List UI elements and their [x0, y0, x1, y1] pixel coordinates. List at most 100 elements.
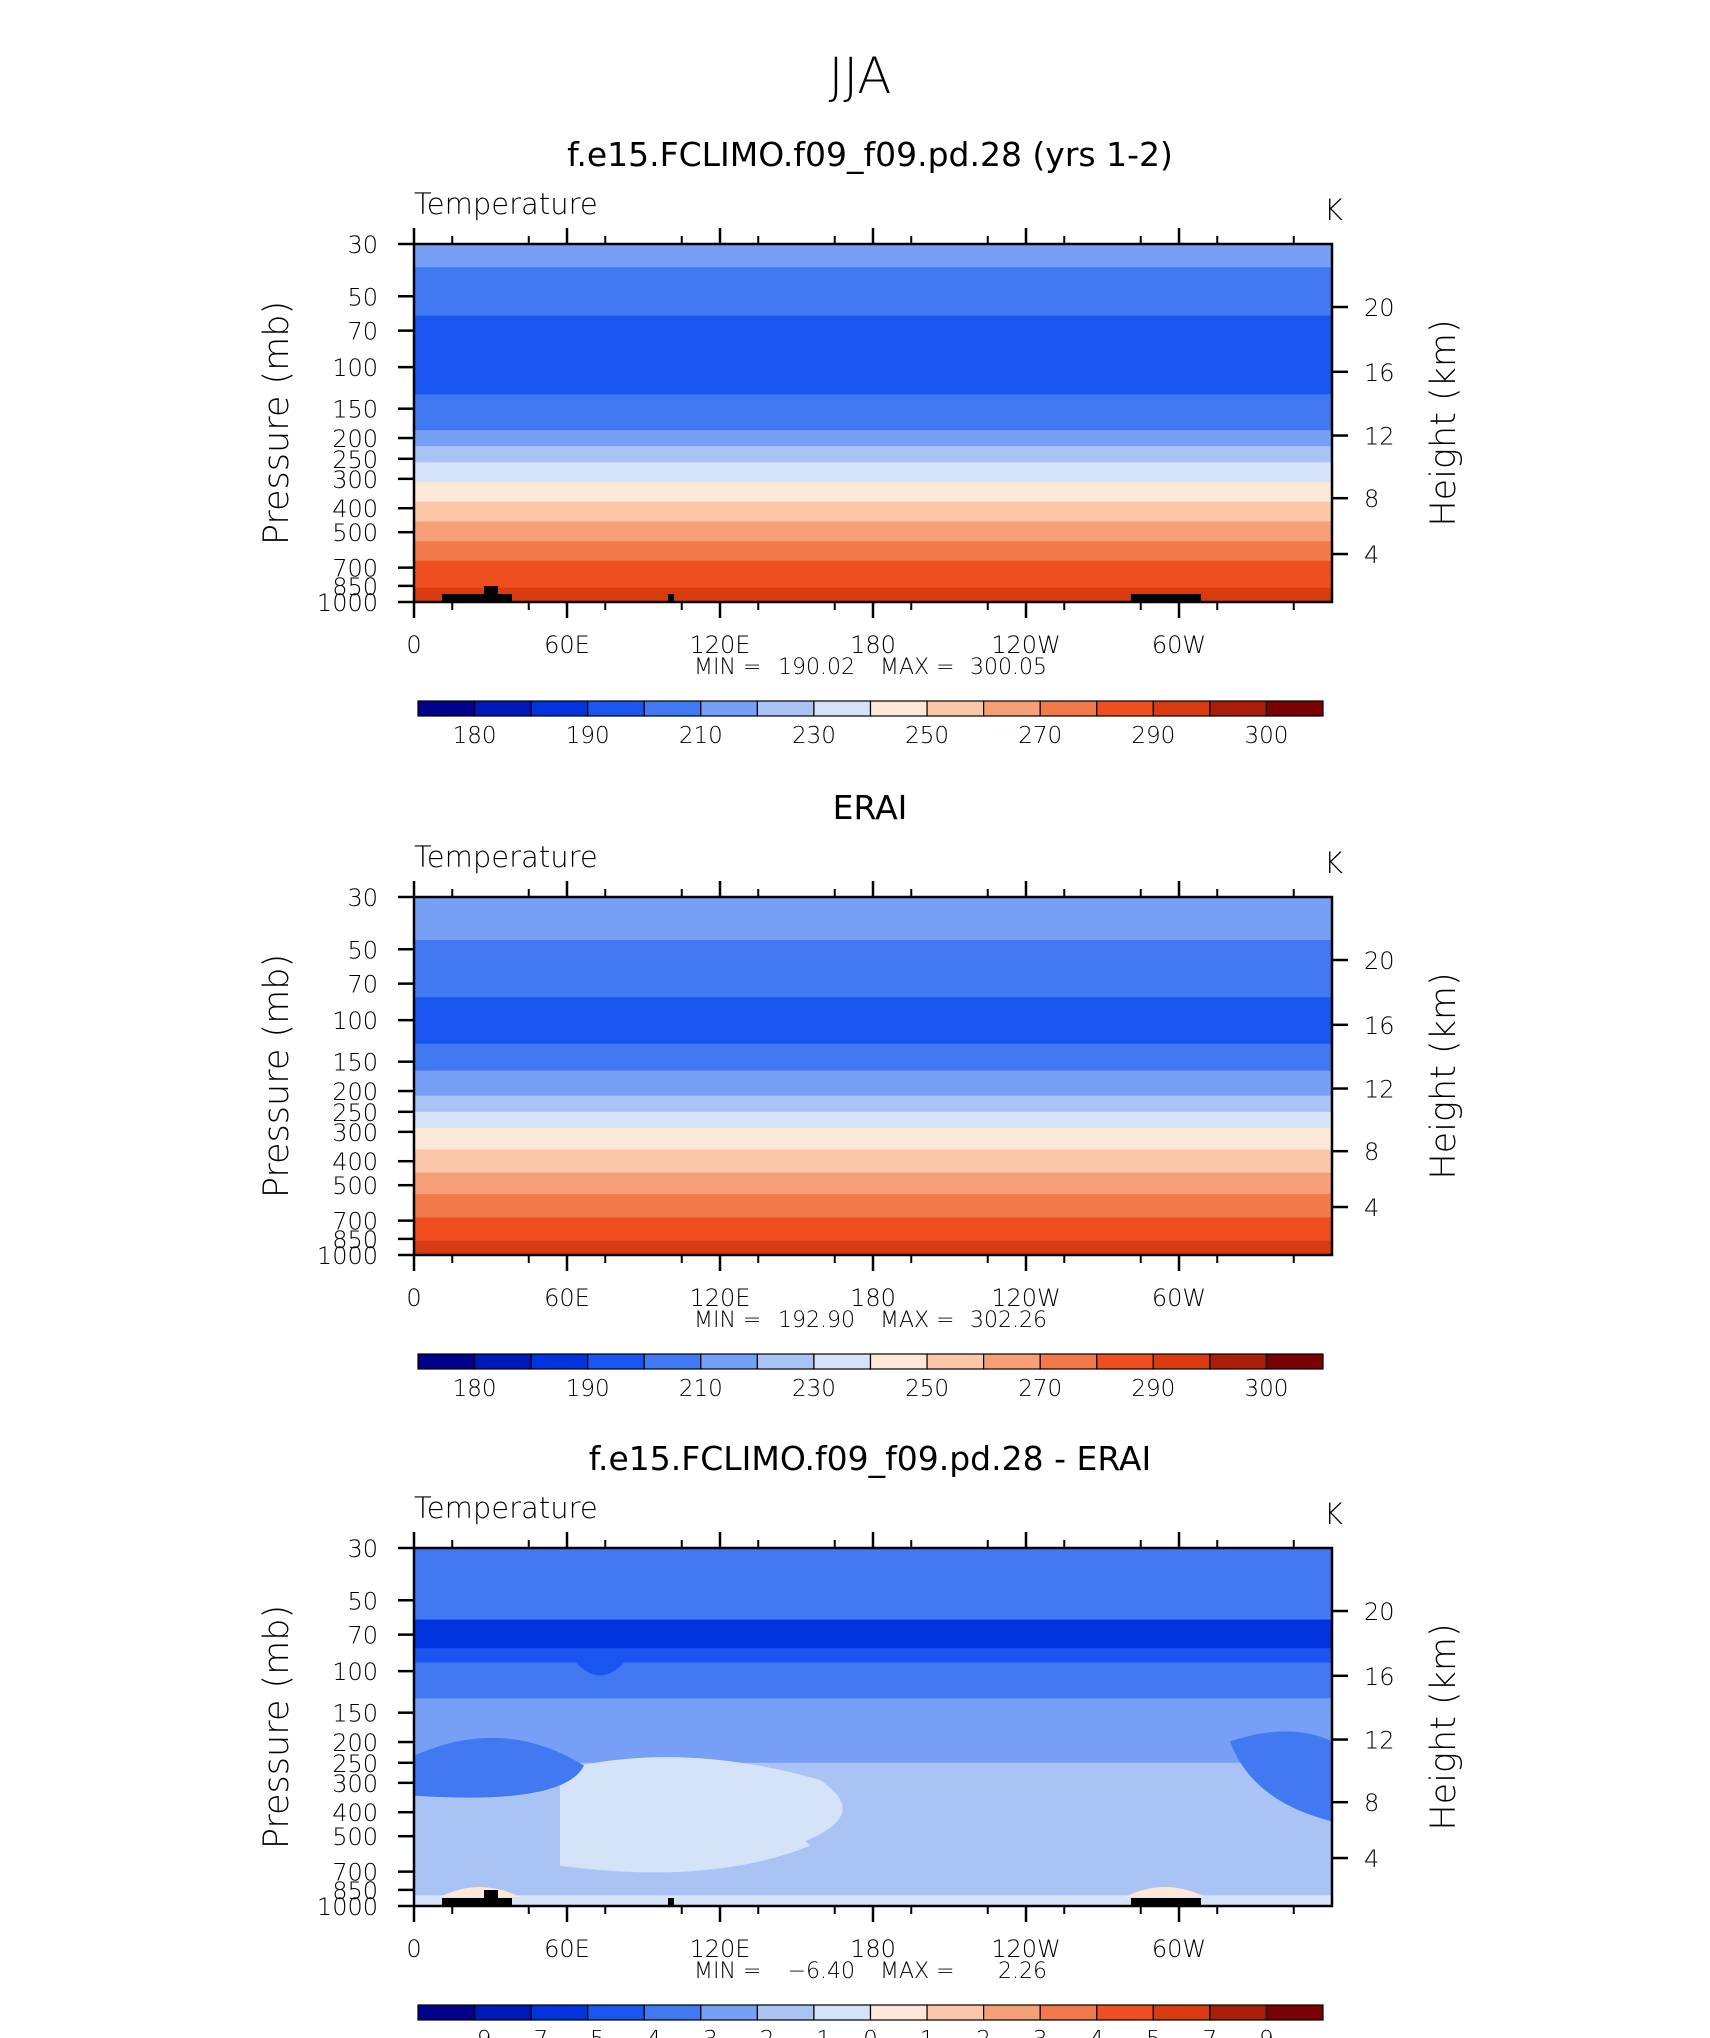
y2-tick-label: 20: [1364, 947, 1395, 975]
topography: [1131, 594, 1201, 602]
y2-axis-label: Height (km): [1424, 319, 1464, 526]
y-tick-label: 700: [332, 555, 378, 583]
colorbar-label: 250: [905, 723, 949, 749]
colorbar-label: −5: [571, 2027, 605, 2038]
y-tick-label: 150: [332, 1700, 378, 1728]
panel-title: ERAI: [833, 788, 908, 827]
y-tick-label: 700: [332, 1208, 378, 1236]
y-tick-label: 100: [332, 354, 378, 382]
contour-region: [1230, 1731, 1332, 1822]
colorbar-swatch: [1265, 700, 1324, 717]
y2-axis-label: Height (km): [1424, 972, 1464, 1179]
y2-tick-label: 16: [1364, 1663, 1395, 1691]
colorbar-swatch: [1209, 1353, 1268, 1370]
y-tick-label: 30: [347, 1535, 378, 1563]
colorbar-label: 2: [976, 2027, 991, 2038]
contour-band: [414, 1111, 1332, 1129]
y-tick-label: 700: [332, 1859, 378, 1887]
contour-band: [414, 541, 1332, 562]
min-label: MIN =: [694, 1308, 761, 1333]
y-tick-label: 50: [347, 936, 378, 964]
contour-band: [414, 482, 1332, 503]
contour-band: [414, 315, 1332, 395]
contour-band: [414, 1648, 1332, 1664]
contour-band: [414, 939, 1332, 998]
colorbar-label: 230: [792, 723, 836, 749]
colorbar-swatch: [1039, 2004, 1098, 2021]
contour-band: [414, 1172, 1332, 1195]
contour-band: [414, 1043, 1332, 1072]
y-axis-label: Pressure (mb): [257, 1605, 297, 1849]
contour-band: [414, 997, 1332, 1045]
y2-tick-label: 8: [1364, 1789, 1379, 1817]
colorbar-swatch: [869, 1353, 928, 1370]
contour-band: [414, 446, 1332, 463]
x-tick-label: 60W: [1152, 1284, 1206, 1312]
y2-tick-label: 8: [1364, 1138, 1379, 1166]
topography: [442, 594, 512, 602]
colorbar-label: 3: [1033, 2027, 1048, 2038]
contour-band: [414, 1662, 1332, 1699]
colorbar-swatch: [530, 1353, 589, 1370]
y-tick-label: 30: [347, 231, 378, 259]
colorbar-swatch: [756, 700, 815, 717]
x-tick-label: 60E: [544, 631, 590, 659]
colorbar-swatch: [1039, 1353, 1098, 1370]
max-value: 2.26: [998, 1959, 1047, 1984]
min-value: 190.02: [778, 655, 855, 680]
x-tick-label: 60W: [1152, 1935, 1206, 1963]
colorbar-swatch: [813, 1353, 872, 1370]
left-title: Temperature: [414, 187, 598, 221]
panel-3: f.e15.FCLIMO.f09_f09.pd.28 - ERAI Tempera…: [257, 1439, 1464, 2038]
colorbar-swatch: [926, 1353, 985, 1370]
colorbar-label: 180: [453, 723, 497, 749]
colorbar-label: −4: [627, 2027, 661, 2038]
contour-region: [560, 1800, 810, 1873]
colorbar-swatch: [983, 700, 1041, 717]
y-tick-label: 1000: [317, 589, 378, 617]
y2-tick-label: 4: [1364, 541, 1379, 569]
x-tick-label: 180: [850, 1284, 896, 1312]
colorbar-swatch: [869, 700, 928, 717]
y-tick-label: 200: [332, 425, 378, 453]
y-tick-label: 50: [347, 1587, 378, 1615]
y-tick-label: 250: [332, 1099, 378, 1127]
units-label: K: [1324, 1497, 1343, 1531]
colorbar-label: 290: [1131, 723, 1175, 749]
panel-title: f.e15.FCLIMO.f09_f09.pd.28 - ERAI: [589, 1439, 1151, 1478]
y-tick-label: 400: [332, 1148, 378, 1176]
contour-band: [414, 1812, 1332, 1896]
contour-band: [414, 1127, 1332, 1150]
contour-region: [570, 1655, 630, 1676]
left-title: Temperature: [414, 1491, 598, 1525]
topography: [484, 586, 498, 594]
colorbar-label: −7: [514, 2027, 548, 2038]
contour-band: [414, 587, 1332, 603]
colorbar-label: 210: [679, 1376, 723, 1402]
panel-1: f.e15.FCLIMO.f09_f09.pd.28 (yrs 1-2) Temp…: [257, 135, 1464, 749]
y-tick-label: 200: [332, 1078, 378, 1106]
colorbar-swatch: [473, 700, 532, 717]
y-tick-label: 150: [332, 1049, 378, 1077]
contour-band: [414, 1240, 1332, 1256]
x-tick-label: 60E: [544, 1935, 590, 1963]
y-tick-label: 850: [332, 573, 378, 601]
y-tick-label: 200: [332, 1729, 378, 1757]
y-tick-label: 850: [332, 1877, 378, 1905]
colorbar-label: −2: [740, 2027, 774, 2038]
colorbar-swatch: [1096, 1353, 1154, 1370]
colorbar-label: −9: [458, 2027, 492, 2038]
x-tick-label: 120E: [690, 1284, 751, 1312]
colorbar-label: −3: [684, 2027, 718, 2038]
max-value: 300.05: [970, 655, 1047, 680]
y2-tick-label: 4: [1364, 1845, 1379, 1873]
colorbar-swatch: [1152, 1353, 1211, 1370]
y-tick-label: 300: [332, 1770, 378, 1798]
colorbar-swatch: [530, 2004, 589, 2021]
topography: [484, 1890, 498, 1898]
contour-band: [414, 430, 1332, 447]
colorbar-swatch: [643, 700, 702, 717]
colorbar-swatch: [417, 2004, 476, 2021]
colorbar-swatch: [1096, 700, 1154, 717]
